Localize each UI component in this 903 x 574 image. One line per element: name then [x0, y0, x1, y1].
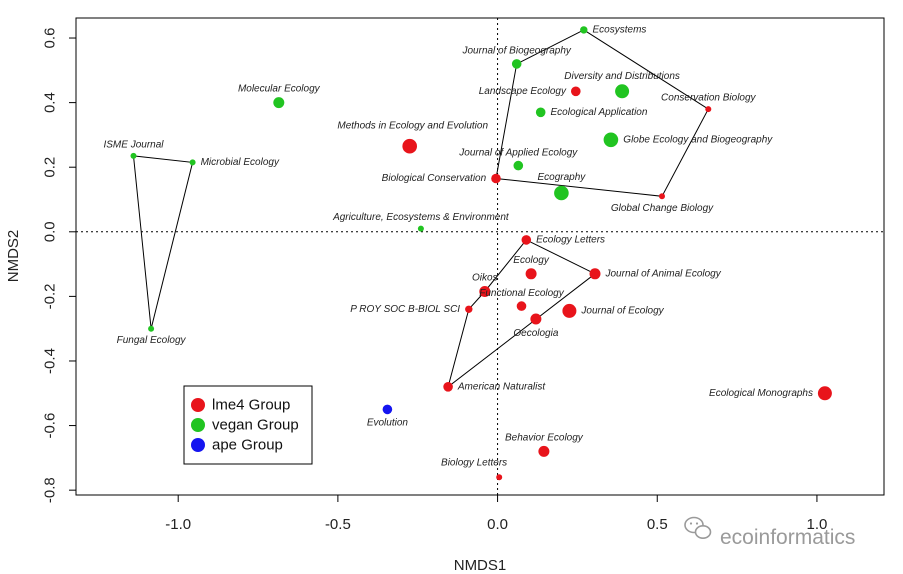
x-tick-label: 1.0	[807, 516, 828, 533]
label-globe-ecology-and-biogeography: Globe Ecology and Biogeography	[623, 134, 773, 145]
point-biological-conservation	[491, 173, 501, 184]
label-isme-journal: ISME Journal	[103, 139, 164, 150]
label-methods-in-ecology-and-evolution: Methods in Ecology and Evolution	[337, 120, 488, 131]
x-tick-label: 0.5	[647, 516, 668, 533]
label-ecological-monographs: Ecological Monographs	[709, 388, 813, 399]
label-p-roy-soc-b-biol-sci: P ROY SOC B-BIOL SCI	[350, 304, 460, 315]
y-tick-label: 0.0	[41, 221, 58, 242]
point-labels: Ecosystems Journal of Biogeography Diversi…	[103, 24, 813, 468]
label-behavior-ecology: Behavior Ecology	[505, 432, 584, 443]
point-journal-of-animal-ecology	[589, 268, 601, 280]
y-axis-title: NMDS2	[5, 230, 22, 283]
label-diversity-and-distributions: Diversity and Distributions	[564, 71, 680, 82]
label-conservation-biology: Conservation Biology	[661, 93, 756, 104]
y-axis: -0.8 -0.6 -0.4 -0.2 0.0 0.2 0.4 0.6	[41, 28, 77, 503]
watermark-text: ecoinformatics	[720, 526, 855, 549]
legend-label-ape: ape Group	[212, 437, 283, 454]
point-behavior-ecology	[538, 445, 550, 457]
y-tick-label: 0.4	[42, 92, 59, 113]
wechat-icon	[684, 516, 712, 539]
legend-marker-vegan	[191, 418, 205, 432]
point-landscape-ecology	[571, 86, 581, 97]
point-journal-of-ecology	[562, 303, 577, 318]
label-american-naturalist: American Naturalist	[457, 381, 546, 392]
point-american-naturalist	[443, 382, 453, 392]
point-ecological-monographs	[817, 386, 832, 401]
y-tick-label: -0.2	[41, 283, 58, 309]
group-hull-2	[132, 155, 194, 329]
label-molecular-ecology: Molecular Ecology	[238, 84, 321, 95]
y-tick-label: -0.8	[41, 477, 58, 503]
point-ecosystems	[580, 26, 588, 34]
label-ecography: Ecography	[537, 172, 586, 183]
point-methods-in-ecology-and-evolution	[402, 138, 418, 154]
label-biological-conservation: Biological Conservation	[382, 173, 487, 184]
point-functional-ecology	[516, 301, 527, 311]
label-microbial-ecology: Microbial Ecology	[201, 157, 280, 168]
label-global-change-biology: Global Change Biology	[611, 203, 714, 214]
x-tick-label: 0.0	[487, 516, 508, 533]
group-hull-1	[495, 29, 709, 197]
point-journal-of-applied-ecology	[513, 160, 524, 171]
label-journal-of-animal-ecology: Journal of Animal Ecology	[605, 268, 722, 279]
label-agriculture-ecosystems-environment: Agriculture, Ecosystems & Environment	[332, 212, 510, 223]
point-ecology	[525, 268, 537, 280]
label-journal-of-applied-ecology: Journal of Applied Ecology	[458, 147, 578, 158]
y-tick-label: -0.6	[41, 413, 58, 439]
point-microbial-ecology	[189, 159, 196, 166]
label-biology-letters: Biology Letters	[441, 458, 507, 469]
point-molecular-ecology	[273, 97, 285, 109]
label-fungal-ecology: Fungal Ecology	[117, 335, 187, 346]
point-agriculture-ecosystems-environment	[417, 225, 424, 232]
label-ecological-application: Ecological Application	[551, 107, 648, 118]
point-evolution	[382, 404, 393, 415]
label-evolution: Evolution	[367, 418, 409, 429]
label-journal-of-ecology: Journal of Ecology	[580, 305, 664, 316]
point-journal-of-biogeography	[511, 59, 522, 69]
point-global-change-biology	[659, 193, 665, 200]
point-conservation-biology	[705, 106, 712, 113]
point-isme-journal	[130, 152, 137, 159]
point-oecologia	[530, 313, 542, 325]
point-ecology-letters	[521, 235, 532, 245]
point-ecography	[554, 185, 569, 201]
point-ecological-application	[535, 107, 546, 118]
legend-box	[183, 385, 313, 465]
x-axis: -1.0 -0.5 0.0 0.5 1.0	[165, 494, 828, 533]
label-functional-ecology: Functional Ecology	[479, 288, 564, 299]
y-tick-label: 0.6	[42, 28, 59, 49]
legend-label-lme4: lme4 Group	[212, 397, 290, 414]
label-oikos: Oikos	[472, 273, 498, 284]
watermark: ecoinformatics	[684, 516, 855, 549]
group-hull-3	[447, 239, 596, 389]
label-ecosystems: Ecosystems	[593, 24, 647, 35]
legend: lme4 Group vegan Group ape Group	[183, 385, 313, 465]
data-points	[130, 26, 832, 481]
y-tick-label: -0.4	[41, 348, 58, 374]
x-axis-title: NMDS1	[454, 557, 507, 574]
point-fungal-ecology	[148, 325, 155, 332]
legend-label-vegan: vegan Group	[212, 417, 299, 434]
y-tick-label: 0.2	[42, 157, 59, 178]
point-globe-ecology-and-biogeography	[603, 132, 619, 148]
x-tick-label: -0.5	[325, 516, 351, 533]
point-oikos	[479, 286, 491, 297]
label-oecologia: Oecologia	[513, 328, 558, 339]
label-ecology: Ecology	[513, 255, 550, 266]
point-p-roy-soc-b-biol-sci	[465, 305, 473, 313]
legend-marker-ape	[191, 438, 205, 452]
point-biology-letters	[496, 474, 503, 481]
x-tick-label: -1.0	[165, 516, 191, 533]
point-diversity-and-distributions	[615, 84, 630, 99]
label-journal-of-biogeography: Journal of Biogeography	[461, 46, 571, 57]
legend-marker-lme4	[191, 398, 205, 412]
group-hulls	[132, 29, 709, 389]
label-ecology-letters: Ecology Letters	[536, 234, 605, 245]
label-landscape-ecology: Landscape Ecology	[479, 86, 567, 97]
